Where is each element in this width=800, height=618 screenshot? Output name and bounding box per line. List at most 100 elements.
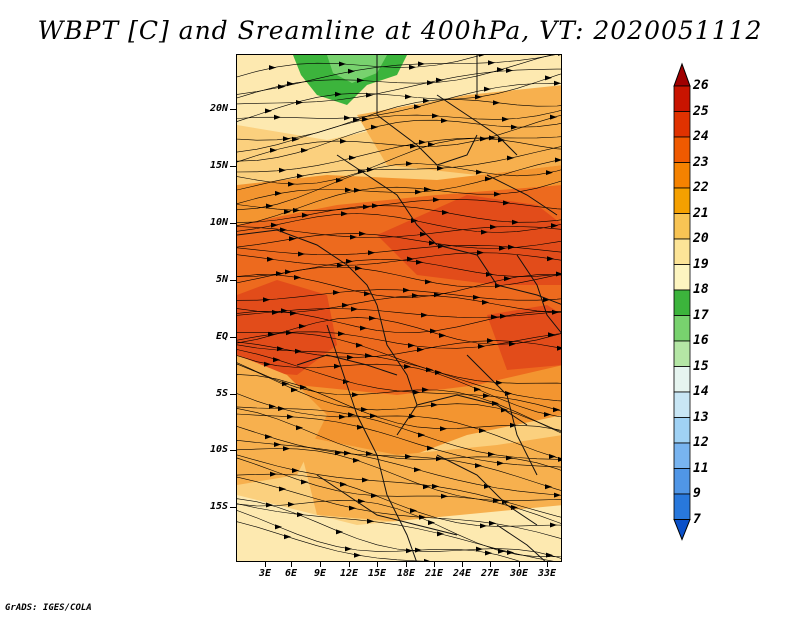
streamline bbox=[237, 110, 561, 153]
footer-credit: GrADS: IGES/COLA bbox=[5, 603, 92, 613]
streamline bbox=[237, 454, 561, 518]
streamline-arrow bbox=[287, 81, 294, 87]
streamline-arrow bbox=[419, 514, 426, 520]
streamline-arrow bbox=[502, 116, 509, 122]
streamline bbox=[237, 213, 561, 233]
streamline-arrow bbox=[339, 61, 346, 67]
streamline-arrow bbox=[370, 413, 377, 419]
map-canvas bbox=[237, 55, 561, 561]
streamline-arrow bbox=[278, 84, 285, 90]
streamline-arrow bbox=[283, 446, 290, 452]
lat-label: 15N bbox=[209, 160, 228, 171]
lat-tick bbox=[230, 507, 236, 508]
streamline-arrow bbox=[354, 552, 361, 558]
streamline-arrow bbox=[553, 407, 560, 413]
country-border bbox=[376, 304, 418, 436]
country-border bbox=[466, 354, 538, 476]
lon-label: 21E bbox=[424, 568, 444, 579]
streamline-arrow bbox=[489, 520, 496, 526]
streamline-arrow bbox=[278, 406, 285, 412]
lat-tick bbox=[230, 450, 236, 451]
streamline-arrow bbox=[432, 483, 439, 489]
country-border bbox=[376, 55, 478, 166]
streamline-arrow bbox=[284, 209, 291, 215]
streamline-arrow bbox=[442, 210, 449, 215]
lon-tick bbox=[320, 562, 321, 567]
streamline-arrow bbox=[349, 505, 356, 511]
lon-label: 18E bbox=[396, 568, 416, 579]
streamline-arrow bbox=[479, 55, 485, 57]
streamline-arrow bbox=[550, 114, 557, 120]
streamline-arrow bbox=[273, 357, 280, 363]
streamline-arrow bbox=[362, 477, 369, 483]
streamline-arrow bbox=[298, 251, 305, 257]
streamline-arrow bbox=[302, 212, 309, 218]
lat-label: 10S bbox=[209, 444, 228, 455]
streamline-arrow bbox=[336, 529, 343, 535]
streamline-arrow bbox=[348, 68, 355, 74]
colorbar-label: 15 bbox=[693, 358, 709, 374]
streamline-arrow bbox=[555, 157, 561, 163]
colorbar-swatch bbox=[673, 442, 691, 469]
streamline-arrow bbox=[439, 333, 446, 338]
streamline-arrow bbox=[558, 55, 561, 56]
streamline bbox=[237, 503, 554, 561]
streamline bbox=[237, 274, 561, 298]
streamline bbox=[237, 448, 561, 502]
colorbar-label: 11 bbox=[693, 460, 709, 476]
colorbar-label: 21 bbox=[693, 205, 709, 221]
streamline-arrow bbox=[441, 118, 448, 124]
streamline-arrow bbox=[301, 147, 308, 153]
field-red-east bbox=[487, 305, 561, 370]
streamline-arrow bbox=[480, 523, 487, 529]
streamline-arrow bbox=[263, 297, 270, 303]
streamline-arrow bbox=[422, 387, 429, 393]
colorbar-swatch bbox=[673, 366, 691, 393]
streamline bbox=[237, 413, 561, 468]
lon-tick bbox=[490, 562, 491, 567]
lat-label: EQ bbox=[215, 331, 228, 342]
colorbar-label: 16 bbox=[693, 333, 709, 348]
streamline-arrow bbox=[494, 191, 501, 197]
streamline bbox=[237, 331, 561, 349]
streamline-arrow bbox=[367, 518, 374, 524]
streamline-arrow bbox=[288, 501, 295, 507]
streamline-arrow bbox=[544, 412, 551, 417]
colorbar-swatch bbox=[673, 213, 691, 240]
colorbar-swatch bbox=[673, 111, 691, 138]
streamline-arrow bbox=[506, 68, 513, 73]
streamline-arrow bbox=[413, 389, 420, 395]
streamline-arrow bbox=[410, 143, 417, 149]
streamline-arrow bbox=[440, 426, 447, 432]
colorbar-label: 23 bbox=[693, 154, 709, 170]
streamline-arrow bbox=[479, 428, 486, 434]
streamline-arrow bbox=[429, 240, 436, 246]
lon-tick bbox=[519, 562, 520, 567]
streamline-arrow bbox=[431, 402, 438, 408]
streamline-arrow bbox=[296, 100, 303, 105]
lat-tick bbox=[230, 166, 236, 167]
streamline-arrow bbox=[365, 353, 372, 359]
streamline-arrow bbox=[279, 486, 286, 492]
streamline-arrow bbox=[551, 223, 558, 229]
streamline-arrow bbox=[294, 275, 301, 280]
streamline bbox=[237, 55, 556, 95]
streamline bbox=[237, 244, 561, 256]
streamline bbox=[237, 311, 561, 333]
streamline-arrow bbox=[545, 484, 552, 490]
streamline-arrow bbox=[269, 404, 276, 409]
lon-label: 9E bbox=[313, 568, 327, 579]
streamline-arrow bbox=[353, 117, 360, 123]
lon-label: 33E bbox=[537, 568, 557, 579]
streamline-arrow bbox=[343, 379, 350, 385]
streamline-arrow bbox=[297, 173, 304, 179]
streamline-arrow bbox=[497, 67, 504, 73]
streamline-arrow bbox=[420, 231, 427, 237]
streamline-arrow bbox=[550, 522, 557, 528]
country-border bbox=[316, 474, 458, 536]
streamline-arrow bbox=[270, 471, 277, 477]
streamline-arrow bbox=[299, 323, 306, 329]
streamline-arrow bbox=[347, 354, 354, 360]
streamline-arrow bbox=[417, 347, 424, 353]
streamline-arrow bbox=[265, 108, 272, 114]
